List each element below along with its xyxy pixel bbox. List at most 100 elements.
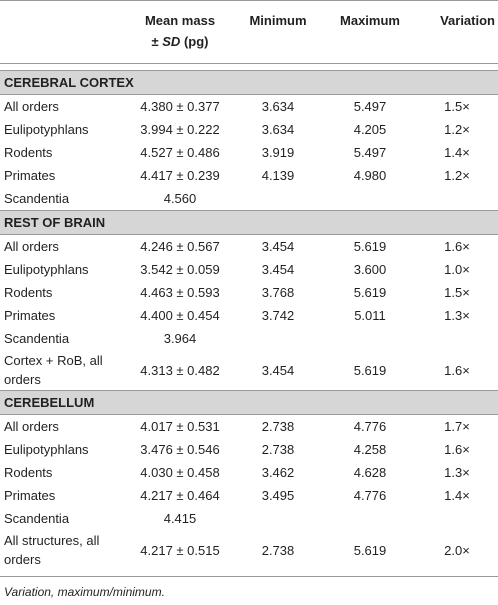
header-cell [0,0,128,64]
empty-cell [324,327,416,350]
cell-max: 5.619 [353,362,387,378]
cell-max: 4.258 [353,442,387,457]
cell-variation: 1.3× [444,308,470,323]
cell-variation: 1.4× [444,488,470,503]
cell-min: 3.454 [261,239,295,254]
cell-mean: 3.542 ± 0.059 [140,262,220,277]
row-label: Eulipotyphlans [4,442,89,457]
data-row: Rodents 4.463 ± 0.593 3.768 5.619 1.5× [0,281,498,304]
spacer-cell [0,64,498,71]
data-row: Scandentia 4.560 [0,187,498,211]
header-row: Mean mass ± SD (pg) Minimum Maximum Vari… [0,0,498,64]
cell-min: 3.742 [261,308,295,323]
cell-min: 3.454 [261,362,295,378]
row-label: Rodents [4,285,53,300]
cell-mean: 4.217 ± 0.515 [140,542,220,558]
cell-min: 3.919 [261,145,295,160]
cell-mean: 4.415 [163,511,197,526]
header-cell: Variation [416,0,498,64]
section-row: REST OF BRAIN [0,210,498,235]
row-label: All orders [4,99,59,114]
data-row: Eulipotyphlans 3.542 ± 0.059 3.454 3.600 1.0… [0,258,498,281]
table-header: Mean mass ± SD (pg) Minimum Maximum Vari… [0,0,498,64]
header-text: (pg) [183,34,209,49]
cell-variation: 1.4× [444,145,470,160]
cell-max: 5.619 [353,239,387,254]
cell-variation: 1.5× [444,285,470,300]
cell-min: 4.139 [261,168,295,183]
cell-mean: 3.964 [163,331,197,346]
data-row: Eulipotyphlans 3.994 ± 0.222 3.634 4.205 1.2… [0,118,498,141]
data-row: Eulipotyphlans 3.476 ± 0.546 2.738 4.258 1.6… [0,438,498,461]
row-label: All orders [4,239,59,254]
row-label: Scandentia [4,191,70,206]
cell-max: 3.600 [353,262,387,277]
cell-min: 3.462 [261,465,295,480]
cell-max: 4.776 [353,419,387,434]
cell-max: 5.497 [353,145,387,160]
header-text: SD [162,34,181,49]
cell-min: 3.768 [261,285,295,300]
data-row: Primates 4.217 ± 0.464 3.495 4.776 1.4× [0,484,498,507]
cell-min: 3.454 [261,262,295,277]
cell-variation: 1.3× [444,465,470,480]
header-cell: Mean mass ± SD (pg) [128,0,232,64]
cell-max: 5.619 [353,285,387,300]
empty-cell [416,327,498,350]
cell-max: 5.497 [353,99,387,114]
data-row: Scandentia 4.415 [0,507,498,530]
cell-variation: 1.0× [444,262,470,277]
cell-max: 4.776 [353,488,387,503]
cell-mean: 3.994 ± 0.222 [140,122,220,137]
cell-variation: 2.0× [444,542,470,558]
cell-mean: 4.017 ± 0.531 [140,419,220,434]
cell-mean: 3.476 ± 0.546 [140,442,220,457]
spacer-cell [0,570,498,577]
section-title: CEREBRAL CORTEX [0,70,498,95]
row-label: Rodents [4,465,53,480]
data-row: All orders 4.017 ± 0.531 2.738 4.776 1.7× [0,415,498,439]
data-row: Scandentia 3.964 [0,327,498,350]
cell-mean: 4.527 ± 0.486 [140,145,220,160]
empty-cell [324,187,416,211]
table-body: CEREBRAL CORTEX All orders 4.380 ± 0.377 3.… [0,64,498,577]
empty-cell [416,507,498,530]
cell-mean: 4.030 ± 0.458 [140,465,220,480]
data-row: Rodents 4.527 ± 0.486 3.919 5.497 1.4× [0,141,498,164]
row-label: All structures, all orders [4,533,100,567]
cell-max: 4.205 [353,122,387,137]
cell-variation: 1.6× [444,239,470,254]
cell-max: 4.980 [353,168,387,183]
cell-variation: 1.6× [444,362,470,378]
cell-max: 5.619 [353,542,387,558]
cell-variation: 1.7× [444,419,470,434]
empty-cell [232,327,324,350]
cell-mean: 4.313 ± 0.482 [140,362,220,378]
row-label: Primates [4,168,56,183]
cell-max: 4.628 [353,465,387,480]
footnote: Variation, maximum/minimum. [4,585,165,599]
cell-min: 3.634 [261,122,295,137]
cell-mean: 4.217 ± 0.464 [140,488,220,503]
header-cell: Minimum [232,0,324,64]
data-table: Mean mass ± SD (pg) Minimum Maximum Vari… [0,0,498,577]
header-text: ± [151,34,159,49]
cell-mean: 4.463 ± 0.593 [140,285,220,300]
table-end [0,570,498,577]
empty-cell [416,187,498,211]
row-label: Cortex + RoB, all orders [4,353,103,387]
row-label: All orders [4,419,59,434]
header-text: Mean mass [144,13,216,28]
data-row: Rodents 4.030 ± 0.458 3.462 4.628 1.3× [0,461,498,484]
cell-mean: 4.417 ± 0.239 [140,168,220,183]
cell-min: 2.738 [261,542,295,558]
data-row: Primates 4.417 ± 0.239 4.139 4.980 1.2× [0,164,498,187]
empty-cell [232,507,324,530]
row-label: Primates [4,308,56,323]
empty-cell [324,507,416,530]
cell-max: 5.011 [354,308,386,323]
cell-min: 2.738 [261,442,295,457]
section-title: REST OF BRAIN [0,210,498,235]
spacer [0,64,498,71]
